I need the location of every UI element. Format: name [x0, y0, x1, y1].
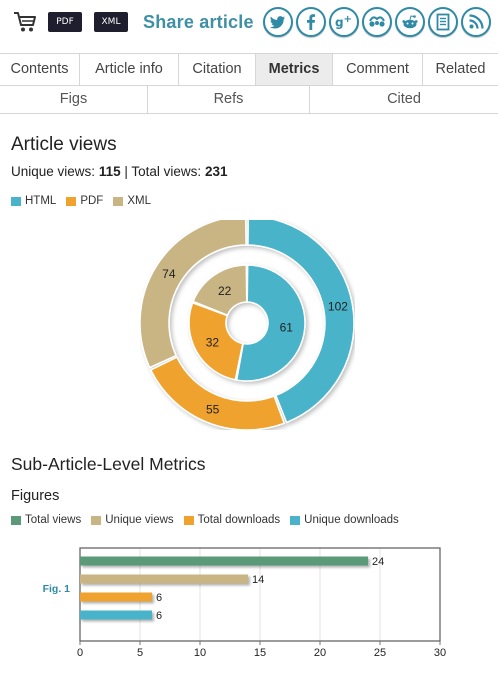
legend-swatch [113, 196, 124, 206]
legend-item-unique-views: Unique views [91, 514, 174, 526]
figures-bar-chart: 0 5 10 15 20 25 30 24 14 6 6 Fig. 1 [43, 547, 446, 659]
legend-swatch [66, 196, 77, 206]
donut-slice-pdf-outer[interactable] [149, 356, 286, 430]
donut-ring-outer [140, 220, 355, 430]
reddit-share-button[interactable] [395, 7, 425, 37]
legend-label: Total downloads [197, 514, 281, 526]
rss-icon [469, 14, 484, 29]
article-toolbar: PDF XML Share article g + [0, 0, 498, 52]
total-views-value: 231 [204, 164, 228, 179]
bar-unique-downloads[interactable] [80, 610, 152, 620]
x-tick-label: 20 [314, 647, 326, 659]
facebook-share-button[interactable] [296, 7, 326, 37]
share-article-title: Share article [143, 12, 254, 32]
subtab-figs[interactable]: Figs [0, 86, 148, 113]
article-tabs: Contents Article info Citation Metrics C… [0, 53, 498, 86]
article-views-legend: HTML PDF XML [11, 195, 161, 207]
pdf-download-button[interactable]: PDF [48, 12, 82, 32]
svg-text:g: g [335, 16, 344, 30]
tab-contents[interactable]: Contents [0, 54, 80, 85]
donut-value-label: 22 [218, 284, 232, 298]
legend-item-unique-downloads: Unique downloads [290, 514, 399, 526]
reddit-icon [402, 15, 418, 29]
figures-title: Figures [11, 488, 60, 504]
google-plus-share-button[interactable]: g + [329, 7, 359, 37]
x-tick-label: 30 [434, 647, 446, 659]
google-plus-icon: g + [335, 14, 352, 30]
legend-swatch [91, 515, 102, 525]
svg-text:+: + [344, 14, 352, 25]
legend-label: Total views [25, 514, 82, 526]
bar-total-downloads[interactable] [80, 592, 152, 602]
legend-label: XML [127, 195, 151, 207]
x-tick-label: 5 [137, 647, 143, 659]
twitter-share-button[interactable] [263, 7, 293, 37]
x-tick-label: 10 [194, 647, 206, 659]
donut-slice-pdf-inner[interactable] [188, 301, 244, 381]
rss-feed-button[interactable] [461, 7, 491, 37]
bar-value-label: 24 [372, 556, 384, 568]
donut-ring-inner [188, 264, 306, 382]
bar-value-label: 6 [156, 592, 162, 604]
x-tick-label: 0 [77, 647, 83, 659]
bar-total-views[interactable] [80, 556, 368, 566]
sub-article-metrics-title: Sub-Article-Level Metrics [11, 454, 206, 474]
legend-item-pdf: PDF [66, 195, 103, 207]
legend-item-xml: XML [113, 195, 151, 207]
views-separator: | [124, 164, 128, 179]
donut-value-label: 61 [280, 320, 294, 334]
donut-value-label: 74 [162, 267, 176, 281]
unique-views-label: Unique views: [11, 164, 96, 179]
legend-item-total-views: Total views [11, 514, 81, 526]
x-tick-label: 15 [254, 647, 266, 659]
tab-citation[interactable]: Citation [179, 54, 256, 85]
tab-metrics[interactable]: Metrics [256, 54, 333, 85]
donut-slice-html-outer[interactable] [247, 220, 355, 424]
subtab-cited[interactable]: Cited [387, 91, 421, 107]
citeulike-share-button[interactable] [428, 7, 458, 37]
subtab-refs[interactable]: Refs [148, 86, 310, 113]
donut-slice-html-inner[interactable] [235, 264, 306, 382]
legend-swatch [183, 515, 194, 525]
legend-swatch [290, 515, 301, 525]
legend-swatch [11, 196, 21, 206]
donut-value-label: 32 [206, 336, 220, 350]
bar-unique-views[interactable] [80, 574, 248, 584]
legend-item-total-downloads: Total downloads [183, 514, 281, 526]
metrics-subtabs: Figs Refs Cited [0, 86, 498, 114]
shopping-cart-icon[interactable] [12, 10, 38, 34]
donut-value-label: 55 [206, 402, 220, 416]
category-label-fig-1[interactable]: Fig. 1 [43, 583, 71, 595]
x-tick-label: 25 [374, 647, 386, 659]
tab-related[interactable]: Related [435, 61, 486, 77]
tab-article-info[interactable]: Article info [80, 54, 179, 85]
facebook-icon [307, 14, 316, 30]
views-donut-chart: 102 55 74 61 32 22 [140, 220, 355, 430]
legend-label: PDF [80, 195, 104, 207]
donut-slice-xml-inner[interactable] [192, 264, 248, 317]
twitter-icon [270, 16, 285, 29]
donut-slice-xml-outer[interactable] [140, 220, 247, 369]
legend-label: Unique downloads [304, 514, 399, 526]
total-views-label: Total views: [131, 164, 202, 179]
legend-label: HTML [25, 195, 57, 207]
bar-value-label: 6 [156, 610, 162, 622]
legend-item-html: HTML [11, 195, 56, 207]
mendeley-share-button[interactable] [362, 7, 392, 37]
bookmark-list-icon [436, 13, 450, 31]
bar-value-label: 14 [252, 574, 264, 586]
figures-legend: Total views Unique views Total downloads… [11, 514, 409, 526]
donut-value-label: 102 [328, 300, 348, 314]
legend-swatch [11, 515, 21, 525]
views-summary: Unique views: 115 | Total views: 231 [11, 164, 227, 179]
xml-download-button[interactable]: XML [94, 12, 128, 32]
article-views-title: Article views [11, 134, 117, 155]
tab-comment[interactable]: Comment [333, 54, 423, 85]
legend-label: Unique views [105, 514, 174, 526]
mendeley-icon [369, 16, 385, 27]
unique-views-value: 115 [98, 164, 121, 179]
